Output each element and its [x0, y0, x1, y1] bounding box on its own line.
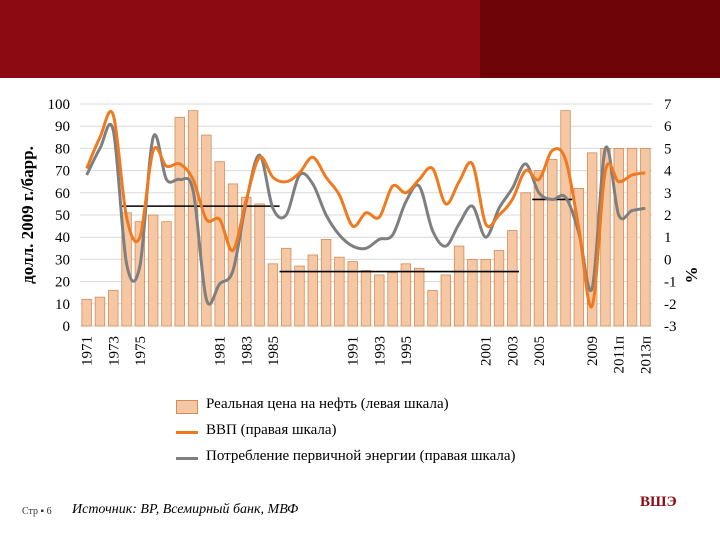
y-left-tick-label: 0	[63, 319, 71, 335]
x-tick-label: 2013п	[638, 336, 654, 374]
bar	[640, 147, 651, 327]
bar	[307, 254, 318, 327]
y-left-tick-label: 30	[55, 252, 70, 268]
bar	[414, 267, 425, 327]
bar	[201, 134, 212, 327]
bar	[360, 270, 372, 327]
bar	[134, 221, 146, 327]
y-right-tick-label: 7	[664, 97, 672, 113]
bar	[81, 298, 92, 327]
bar	[387, 272, 398, 327]
y-right-tick-label: 6	[664, 119, 672, 135]
bar	[334, 256, 345, 327]
y-right-tick-label: 2	[664, 208, 672, 224]
bar-series	[81, 110, 651, 327]
bar	[480, 258, 491, 327]
bar	[520, 192, 531, 327]
legend-swatch-line	[176, 431, 198, 434]
x-tick-label: 1995	[399, 336, 415, 366]
bar	[613, 147, 624, 327]
x-tick-label: 2009	[585, 336, 601, 366]
gdp-line	[85, 110, 646, 309]
legend-label: Реальная цена на нефть (левая шкала)	[206, 396, 449, 412]
x-tick-label: 1981	[213, 336, 229, 366]
bar	[94, 296, 106, 327]
brand-logo: ВШЭ	[640, 494, 677, 510]
bar	[400, 263, 412, 327]
bar	[547, 159, 558, 327]
y-left-tick-label: 50	[55, 208, 70, 224]
bar	[440, 274, 452, 327]
y-right-tick-label: 4	[664, 164, 672, 180]
y-left-tick-label: 40	[55, 230, 70, 246]
x-tick-label: 1993	[372, 336, 388, 366]
bar	[108, 290, 119, 327]
bar	[280, 247, 292, 327]
y-left-axis-title: долл. 2009 г./барр.	[18, 146, 37, 284]
x-tick-label: 2001	[479, 336, 495, 366]
y-right-tick-label: -3	[664, 319, 677, 335]
energy-line	[85, 122, 646, 306]
source-note: Источник: BP, Всемирный банк, МВФ	[72, 502, 299, 517]
x-tick-label: 1971	[80, 336, 96, 366]
bar	[174, 116, 185, 327]
y-left-tick-label: 90	[55, 119, 70, 135]
bar	[347, 261, 358, 327]
bar	[560, 110, 571, 327]
x-tick-label: 2003	[505, 336, 521, 366]
y-left-tick-label: 20	[55, 275, 70, 291]
header-banner-accent	[480, 0, 720, 78]
bar	[161, 221, 172, 327]
legend-label: ВВП (правая шкала)	[206, 422, 337, 438]
y-right-tick-label: -2	[664, 297, 677, 313]
bar	[147, 214, 159, 327]
bar	[320, 239, 332, 327]
y-right-tick-label: 1	[664, 230, 672, 246]
bar	[294, 265, 305, 327]
line-series	[85, 110, 646, 309]
x-tick-label: 1983	[239, 336, 255, 366]
bar	[493, 250, 505, 327]
legend-label: Потребление первичной энергии (правая шк…	[206, 448, 516, 464]
y-right-tick-label: 0	[664, 252, 672, 268]
bar	[214, 161, 225, 327]
x-tick-label: 2011п	[612, 336, 628, 373]
legend-swatch-bar	[176, 400, 198, 414]
y-left-tick-label: 70	[55, 164, 70, 180]
y-right-tick-label: 5	[664, 141, 672, 157]
y-right-tick-label: 3	[664, 186, 672, 202]
bar	[254, 203, 265, 327]
bar	[533, 170, 545, 327]
bar	[467, 258, 478, 327]
y-left-tick-label: 60	[55, 186, 70, 202]
y-left-tick-label: 10	[55, 297, 70, 313]
x-tick-label: 1973	[106, 336, 122, 366]
bar	[453, 245, 465, 327]
y-left-tick-label: 80	[55, 141, 70, 157]
y-right-axis-title: %	[682, 267, 701, 284]
x-tick-label: 1985	[266, 336, 282, 366]
x-tick-label: 2005	[532, 336, 548, 366]
legend-swatch-line	[176, 457, 198, 460]
bar	[267, 263, 279, 327]
axes: 0 10 20 30 40 50 60 70 80 90 100 -3 -2 -1 0 1 2 3 4 5 6 7 долл…	[18, 97, 701, 374]
bar	[626, 147, 638, 327]
bar	[507, 230, 518, 327]
y-left-tick-label: 100	[48, 97, 71, 113]
page-number: Стр ▪ 6	[22, 506, 52, 517]
y-right-tick-label: -1	[664, 275, 677, 291]
x-tick-label: 1975	[133, 336, 149, 366]
bar	[374, 274, 385, 327]
bar	[427, 290, 438, 327]
x-tick-label: 1991	[346, 336, 362, 366]
